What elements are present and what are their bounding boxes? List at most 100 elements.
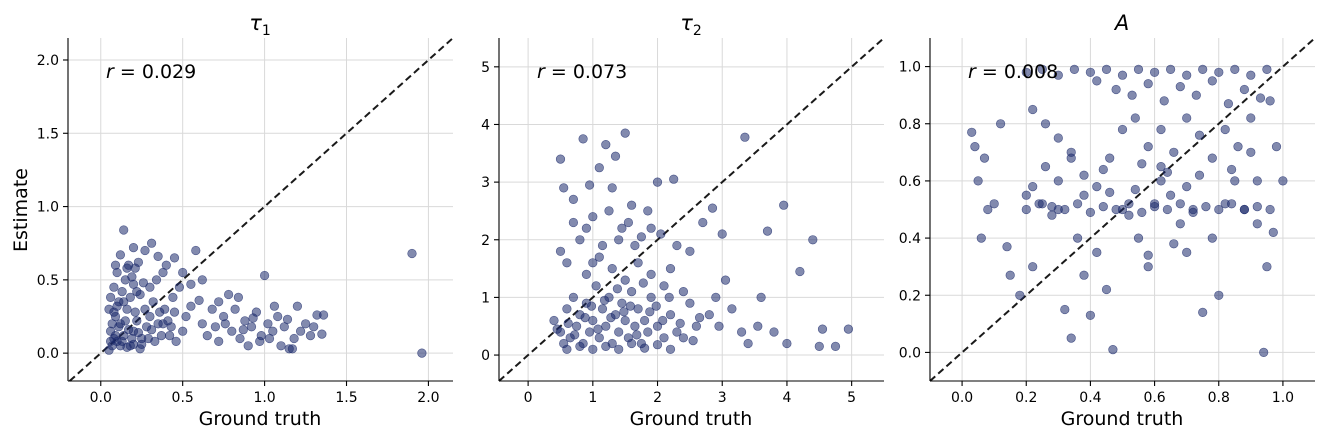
- panel-tau1-point-100: [105, 336, 116, 347]
- panel-tau2: 0 1 2 3 4 5 0 1 2 3 4 5 τ2 r = 0.073 Ground truth: [481, 11, 885, 430]
- panel-tau2-point-3: [562, 304, 572, 314]
- panel-tau2-point-86: [639, 343, 650, 353]
- panel-tau2-point-45: [626, 200, 637, 210]
- panel-tau2-point-53: [669, 174, 679, 184]
- panel-tau1-point-71: [296, 326, 306, 336]
- panel-tau2-point-11: [588, 315, 598, 326]
- panel-tau1-point-36: [191, 245, 201, 256]
- panel-tau2-point-6: [571, 321, 582, 331]
- panel-tau1-point-26: [127, 272, 137, 282]
- panel-a-point-57: [1182, 70, 1192, 80]
- panel-a-point-12: [1028, 262, 1038, 272]
- panel-a-point-118: [1156, 176, 1166, 186]
- panel-tau1-point-22: [145, 311, 155, 322]
- panel-tau1-point-73: [305, 331, 316, 341]
- panel-a-point-6: [989, 199, 999, 209]
- panel-tau1: 0.0 0.5 1.0 1.5 2.0 0.0 0.5 1.0 1.5 2.0 τ1 r = 0.…: [10, 11, 454, 430]
- panel-tau1-point-126: [264, 333, 275, 344]
- panel-a-point-26: [1133, 233, 1144, 243]
- panel-a-point-1: [970, 142, 980, 152]
- panel-tau2-point-116: [599, 295, 610, 305]
- panel-tau2-point-99: [594, 252, 604, 262]
- panel-a-ytick-label-2: 0.4: [899, 231, 921, 247]
- panel-tau1-point-88: [133, 328, 143, 338]
- panel-tau1-xtick-label-1: 0.5: [172, 390, 194, 406]
- panel-tau2-point-60: [711, 292, 721, 303]
- panel-tau2-xlabel: Ground truth: [630, 408, 753, 430]
- panel-tau2-ytick-label-0: 0: [481, 348, 490, 364]
- panel-tau2-xtick-label-3: 3: [718, 390, 727, 406]
- panel-tau2-xtick-label-5: 5: [847, 390, 856, 406]
- panel-a-point-31: [1175, 219, 1185, 229]
- panel-a-point-97: [1072, 199, 1083, 209]
- panel-a-point-96: [1060, 204, 1070, 215]
- panel-a-point-99: [1098, 202, 1108, 212]
- panel-a-points: [967, 64, 1288, 358]
- panel-a-point-72: [1239, 84, 1249, 95]
- panel-a-point-56: [1165, 64, 1176, 74]
- panel-tau2-point-92: [685, 298, 695, 308]
- panel-tau2-point-35: [562, 258, 572, 268]
- panel-tau2-point-103: [588, 212, 598, 222]
- panel-tau1-point-98: [166, 322, 176, 332]
- panel-a-ytick-label-5: 1.0: [899, 60, 921, 76]
- panel-a-point-71: [1223, 99, 1233, 109]
- panel-a-point-45: [1271, 142, 1282, 152]
- panel-tau1-point-94: [153, 319, 163, 329]
- panel-tau2-point-93: [678, 287, 689, 297]
- panel-tau1-point-35: [169, 253, 180, 263]
- panel-a-ytick-label-1: 0.2: [899, 288, 921, 304]
- panel-a-point-112: [1265, 204, 1275, 215]
- panel-tau2-point-30: [652, 321, 663, 331]
- panel-tau1-point-33: [153, 251, 163, 261]
- panel-a-point-11: [1021, 190, 1031, 200]
- panel-a-point-75: [1040, 119, 1051, 129]
- panel-a-point-43: [1262, 262, 1272, 272]
- panel-a-point-124: [1162, 167, 1172, 177]
- panel-a-point-10: [1015, 290, 1025, 300]
- panel-tau2-point-120: [625, 301, 636, 311]
- panel-tau1-point-111: [110, 260, 121, 270]
- panel-a-point-3: [979, 153, 990, 163]
- panel-tau2-ytick-label-1: 1: [481, 290, 490, 306]
- panel-a-ytick-label-3: 0.6: [899, 174, 921, 190]
- panel-tau2-point-61: [714, 321, 724, 331]
- panel-tau2-xtick-label-1: 1: [588, 390, 597, 406]
- panel-tau2-point-89: [678, 333, 689, 343]
- panel-tau1-point-123: [238, 325, 248, 335]
- panel-tau2-point-27: [639, 315, 650, 326]
- panel-tau2-point-49: [581, 223, 592, 233]
- panel-tau1-r-annotation: r = 0.029: [106, 61, 196, 83]
- panel-tau2-diagonal: [498, 37, 885, 382]
- panel-tau2-spines: [498, 38, 884, 382]
- panel-tau1-point-87: [130, 307, 140, 317]
- panel-a-point-94: [1034, 199, 1044, 209]
- panel-tau2-point-126: [664, 292, 674, 303]
- panel-a-point-55: [1149, 67, 1160, 77]
- panel-tau2-point-119: [619, 307, 629, 317]
- panel-tau2-point-34: [555, 246, 566, 256]
- panel-tau2-point-97: [620, 275, 630, 285]
- panel-tau2-point-69: [762, 226, 773, 236]
- panel-a-point-50: [1069, 64, 1079, 74]
- panel-tau1-point-46: [186, 301, 196, 311]
- panel-tau2-point-81: [575, 341, 585, 352]
- panel-a-ticks: 0.0 0.2 0.4 0.6 0.8 1.0 0.0 0.2 0.4 0.6 0.8 1.0: [899, 60, 1294, 406]
- panel-tau1-point-37: [178, 267, 188, 278]
- panel-tau2-point-51: [643, 206, 653, 216]
- panel-tau1-point-125: [255, 336, 265, 347]
- panel-a-point-41: [1252, 219, 1262, 229]
- panel-tau1-point-48: [197, 319, 207, 329]
- panel-a-point-91: [1246, 113, 1256, 123]
- panel-tau2-point-32: [665, 310, 676, 320]
- panel-tau1-point-107: [128, 339, 139, 350]
- panel-tau1-diagonal: [68, 37, 454, 382]
- panel-tau2-point-105: [607, 183, 617, 193]
- panel-a-point-116: [1105, 187, 1115, 197]
- panel-tau2-point-110: [552, 324, 562, 334]
- panel-tau1-point-95: [156, 331, 166, 341]
- panel-tau2-point-129: [694, 313, 705, 323]
- panel-tau2-point-121: [632, 330, 642, 340]
- panel-tau1-point-54: [227, 326, 237, 336]
- panel-tau2-point-101: [575, 235, 585, 245]
